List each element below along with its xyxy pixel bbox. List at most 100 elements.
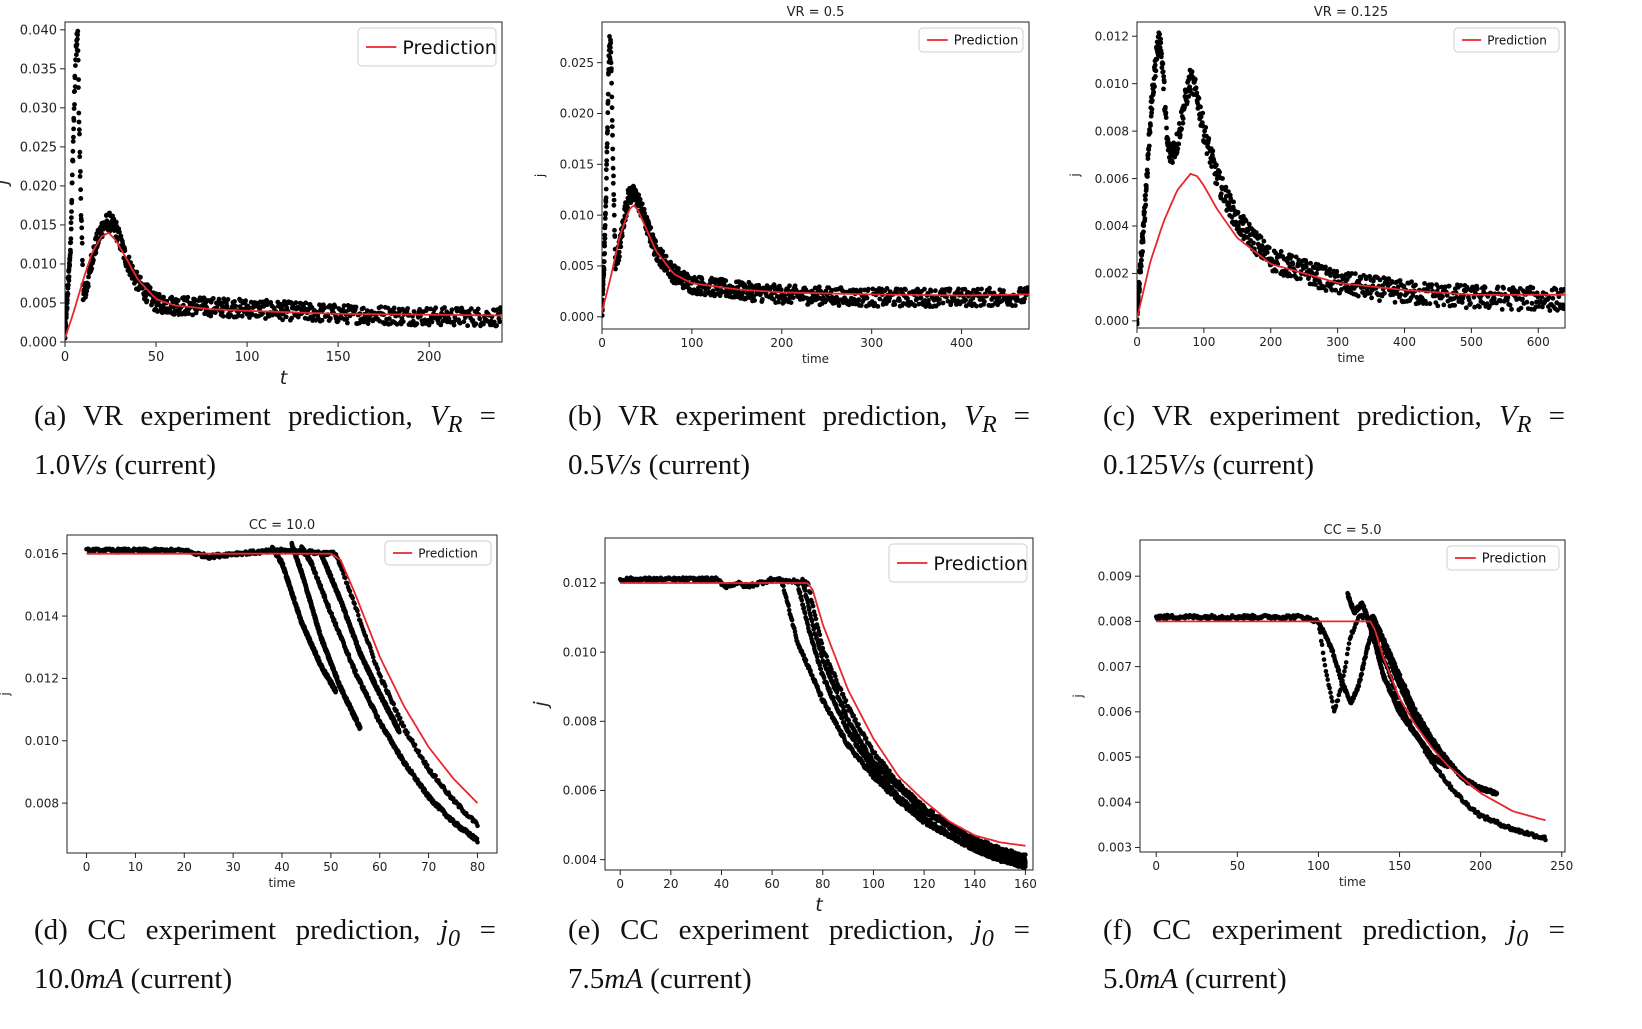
data-point xyxy=(75,48,81,54)
legend-label: Prediction xyxy=(418,546,478,560)
data-point xyxy=(383,684,388,689)
data-point xyxy=(457,320,463,326)
data-point xyxy=(225,297,231,302)
x-tick-label: 300 xyxy=(860,336,883,350)
y-axis-label: j xyxy=(533,174,547,178)
data-point xyxy=(603,203,609,209)
data-point xyxy=(1334,269,1340,274)
x-tick-label: 100 xyxy=(235,350,260,365)
data-point xyxy=(602,236,608,241)
data-point xyxy=(1553,287,1559,292)
x-tick-label: 20 xyxy=(177,860,192,874)
data-point xyxy=(1137,281,1142,287)
y-tick-label: 0.025 xyxy=(20,140,57,155)
data-point xyxy=(365,321,371,326)
data-point xyxy=(605,128,610,134)
data-point xyxy=(78,187,83,193)
data-point xyxy=(1218,191,1224,197)
data-point xyxy=(93,250,99,256)
data-point xyxy=(459,307,465,313)
data-point xyxy=(648,225,654,231)
data-point xyxy=(473,321,479,327)
y-tick-label: 0.025 xyxy=(560,56,594,70)
data-point xyxy=(1143,192,1148,198)
data-point xyxy=(903,287,908,293)
data-point xyxy=(357,725,363,731)
data-point xyxy=(279,304,285,309)
data-point xyxy=(1314,271,1319,276)
data-point xyxy=(65,323,69,329)
data-point xyxy=(1410,293,1416,298)
data-point xyxy=(405,730,410,735)
data-point xyxy=(922,286,927,292)
data-point xyxy=(268,300,274,305)
data-point xyxy=(660,249,666,254)
data-point xyxy=(605,125,610,130)
data-point xyxy=(1243,218,1249,224)
data-point xyxy=(1452,302,1458,308)
data-point xyxy=(328,316,333,321)
data-point xyxy=(433,773,438,779)
chart-svg: 0 50 100 150 2000.0000.0050.0100.0150.0200.0… xyxy=(0,21,503,389)
x-tick-label: 200 xyxy=(417,350,442,365)
data-point xyxy=(68,220,74,226)
data-point xyxy=(1323,288,1329,293)
data-point xyxy=(940,300,946,306)
data-point xyxy=(1289,253,1295,259)
data-point xyxy=(1143,197,1148,203)
data-point xyxy=(1194,90,1200,96)
data-point xyxy=(391,305,397,311)
data-point xyxy=(608,49,614,55)
data-point xyxy=(117,229,122,235)
data-point xyxy=(954,302,959,307)
data-point xyxy=(72,88,77,94)
data-point xyxy=(355,608,360,614)
data-point xyxy=(1535,294,1541,300)
data-point xyxy=(161,294,166,300)
data-point xyxy=(1435,303,1441,309)
data-point xyxy=(1200,110,1206,116)
data-point xyxy=(1153,74,1158,79)
x-tick-label: 500 xyxy=(1460,335,1483,349)
data-point xyxy=(77,131,82,137)
data-point xyxy=(1459,300,1465,305)
chart-svg: 0 100 200 300 400 500 6000.0000.0020.0040.0060… xyxy=(1068,5,1566,365)
data-point xyxy=(210,296,216,301)
data-point xyxy=(1458,283,1464,288)
data-point xyxy=(280,317,285,323)
data-point xyxy=(937,297,942,302)
legend-label: Prediction xyxy=(954,34,1019,49)
data-point xyxy=(602,243,607,249)
data-point xyxy=(394,321,400,327)
data-point xyxy=(66,274,72,279)
data-point xyxy=(475,823,480,829)
data-point xyxy=(1159,51,1164,57)
data-point xyxy=(1327,266,1333,272)
data-point xyxy=(982,299,987,304)
y-axis-label: j xyxy=(1068,173,1082,177)
x-tick-label: 50 xyxy=(323,860,338,874)
data-point xyxy=(1025,289,1029,294)
data-point xyxy=(723,278,729,284)
data-point xyxy=(1293,254,1299,260)
data-point xyxy=(1480,300,1486,306)
x-tick-label: 0 xyxy=(61,350,69,365)
data-point xyxy=(85,283,91,289)
data-point xyxy=(1145,156,1151,162)
data-point xyxy=(602,223,608,228)
data-point xyxy=(190,312,195,318)
legend-box xyxy=(357,27,497,67)
data-point xyxy=(433,305,439,311)
data-point xyxy=(1253,230,1259,235)
data-point xyxy=(147,285,153,291)
y-tick-label: 0.008 xyxy=(25,796,59,810)
data-point xyxy=(611,192,617,197)
data-point xyxy=(1468,301,1473,306)
data-point xyxy=(870,286,876,292)
data-point xyxy=(1495,284,1501,290)
data-point xyxy=(1463,305,1469,311)
data-point xyxy=(602,272,607,277)
data-point xyxy=(239,313,245,319)
data-point xyxy=(1142,209,1147,215)
data-point xyxy=(1427,301,1433,307)
